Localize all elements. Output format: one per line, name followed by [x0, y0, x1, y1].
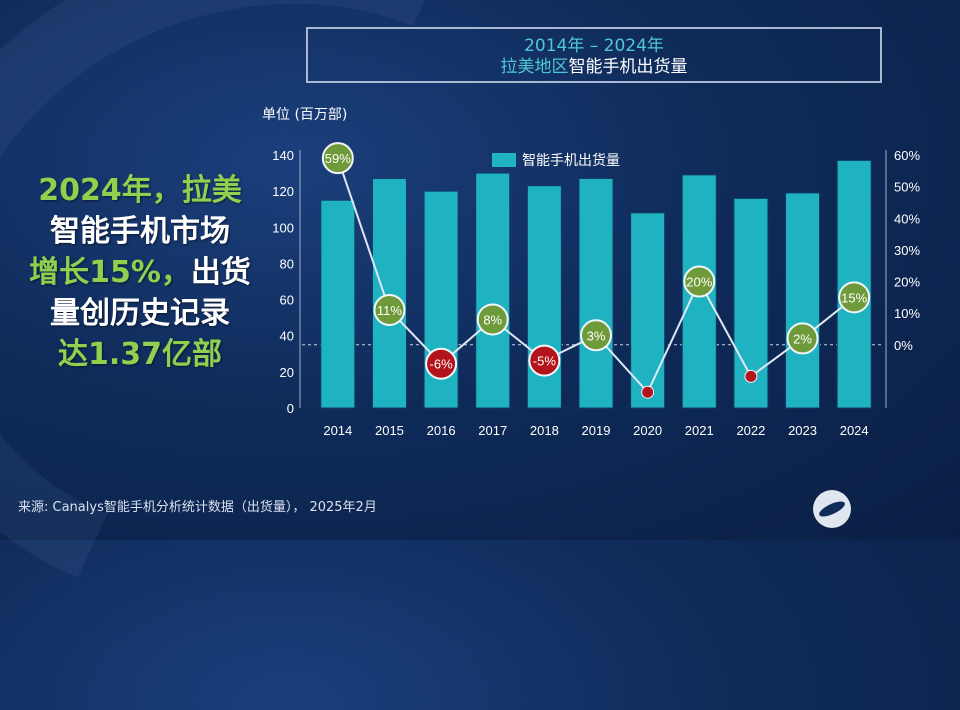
- growth-point: [641, 385, 655, 399]
- headline-line3-accent: 增长15%，: [29, 255, 191, 290]
- x-tick-label: 2021: [685, 423, 714, 438]
- legend-label: 智能手机出货量: [522, 152, 620, 168]
- headline-line3: 增长15%，出货: [20, 252, 260, 293]
- right-tick-label: 60%: [894, 148, 920, 163]
- right-tick-label: 50%: [894, 180, 920, 195]
- growth-data-label: -6%: [430, 357, 454, 372]
- x-tick-label: 2019: [582, 423, 611, 438]
- headline-line4: 量创历史记录: [50, 296, 230, 331]
- growth-data-label: 8%: [483, 312, 502, 327]
- growth-data-label: 59%: [325, 151, 351, 166]
- left-tick-label: 80: [280, 256, 294, 271]
- shipment-bar: [475, 172, 511, 409]
- x-tick-label: 2018: [530, 423, 559, 438]
- x-tick-label: 2023: [788, 423, 817, 438]
- growth-badge: [425, 347, 458, 380]
- shipment-chart: 0 20 40 60 80 100 120 140 0% 10% 20% 30% 40% 50% 60% 20…: [272, 142, 920, 438]
- shipment-bar: [371, 177, 407, 409]
- right-tick-label: 30%: [894, 243, 920, 258]
- source-note: 来源: Canalys智能手机分析统计数据（出货量）， 2025年2月: [18, 500, 377, 515]
- right-tick-label: 0%: [894, 338, 913, 353]
- headline-line5: 达1.37亿部: [57, 337, 223, 372]
- growth-badge: [786, 322, 819, 355]
- shipment-bar: [630, 212, 666, 409]
- left-tick-label: 100: [272, 220, 294, 235]
- x-tick-label: 2015: [375, 423, 404, 438]
- headline-line2: 智能手机市场: [50, 214, 230, 249]
- legend-swatch: [492, 153, 516, 167]
- shipment-bar: [578, 177, 614, 409]
- unit-label: 单位 (百万部): [262, 107, 348, 123]
- left-tick-label: 60: [280, 293, 294, 308]
- left-tick-label: 40: [280, 329, 294, 344]
- x-tick-label: 2017: [478, 423, 507, 438]
- growth-badge: [373, 293, 406, 326]
- growth-data-label: 3%: [587, 328, 606, 343]
- shipment-bar: [320, 199, 356, 409]
- chart-title-years: 2014年 – 2024年: [524, 36, 664, 56]
- left-tick-label: 140: [272, 148, 294, 163]
- shipment-bar: [785, 192, 821, 409]
- right-tick-label: 10%: [894, 306, 920, 321]
- growth-data-label: 2%: [793, 331, 812, 346]
- growth-badge: [683, 265, 716, 298]
- left-tick-label: 20: [280, 365, 294, 380]
- chart-title-region: 拉美地区: [500, 57, 569, 77]
- left-tick-label: 0: [287, 401, 294, 416]
- growth-point: [744, 369, 758, 383]
- growth-badge: [321, 142, 354, 175]
- headline-text: 2024年，拉美 智能手机市场 增长15%，出货 量创历史记录 达1.37亿部: [20, 170, 260, 375]
- chart-title-rest: 智能手机出货量: [568, 57, 688, 77]
- growth-badge: [528, 344, 561, 377]
- growth-data-label: 20%: [686, 275, 712, 290]
- growth-badge: [838, 281, 871, 314]
- headline-line3-rest: 出货: [190, 255, 251, 290]
- right-tick-label: 40%: [894, 211, 920, 226]
- x-tick-label: 2014: [323, 423, 352, 438]
- canalys-logo: [813, 490, 851, 528]
- growth-data-label: 15%: [841, 290, 867, 305]
- x-tick-label: 2020: [633, 423, 662, 438]
- headline-line1: 2024年，拉美: [38, 173, 242, 208]
- growth-data-label: 11%: [377, 303, 402, 318]
- chart-title-box: 2014年 – 2024年 拉美地区智能手机出货量: [306, 27, 882, 83]
- x-tick-label: 2016: [427, 423, 456, 438]
- growth-badge: [580, 319, 612, 352]
- x-tick-label: 2022: [736, 423, 765, 438]
- chart-title-main: 拉美地区智能手机出货量: [308, 56, 880, 78]
- x-tick-label: 2024: [840, 423, 869, 438]
- growth-data-label: -5%: [533, 354, 557, 369]
- right-tick-label: 20%: [894, 275, 920, 290]
- growth-badge: [476, 303, 509, 336]
- left-tick-label: 120: [272, 184, 294, 199]
